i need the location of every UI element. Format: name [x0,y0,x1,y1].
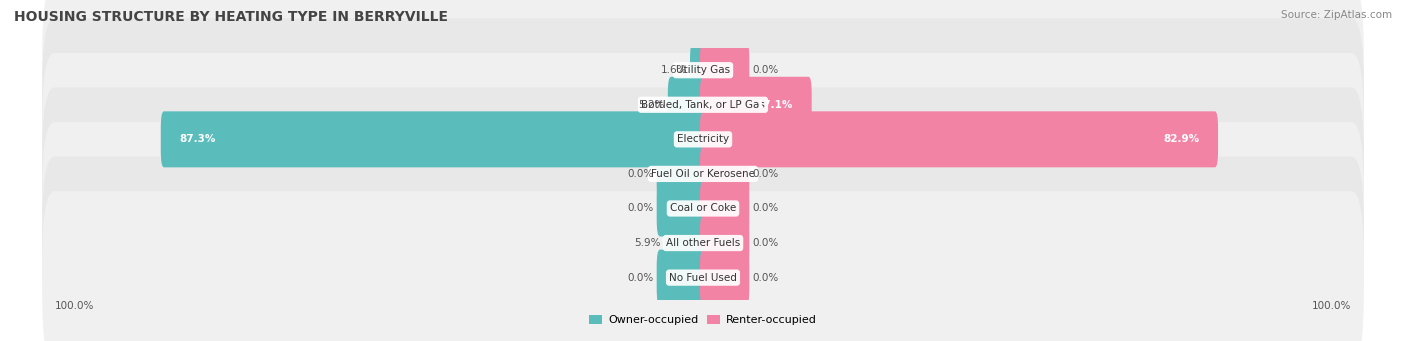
FancyBboxPatch shape [42,157,1364,329]
Legend: Owner-occupied, Renter-occupied: Owner-occupied, Renter-occupied [585,311,821,330]
Text: 0.0%: 0.0% [627,204,654,213]
FancyBboxPatch shape [700,146,749,202]
Text: Coal or Coke: Coal or Coke [669,204,737,213]
FancyBboxPatch shape [664,215,706,271]
FancyBboxPatch shape [42,53,1364,226]
FancyBboxPatch shape [42,88,1364,260]
FancyBboxPatch shape [42,122,1364,295]
Text: 0.0%: 0.0% [752,65,779,75]
FancyBboxPatch shape [690,42,706,98]
Text: 1.6%: 1.6% [661,65,688,75]
Text: Electricity: Electricity [676,134,730,144]
Text: Utility Gas: Utility Gas [676,65,730,75]
Text: 0.0%: 0.0% [627,272,654,283]
FancyBboxPatch shape [160,112,706,167]
FancyBboxPatch shape [657,250,706,306]
Text: 0.0%: 0.0% [627,169,654,179]
FancyBboxPatch shape [42,18,1364,191]
Text: 100.0%: 100.0% [1312,301,1351,311]
FancyBboxPatch shape [700,250,749,306]
FancyBboxPatch shape [657,180,706,236]
FancyBboxPatch shape [700,77,811,133]
FancyBboxPatch shape [42,191,1364,341]
FancyBboxPatch shape [42,0,1364,157]
Text: 0.0%: 0.0% [752,169,779,179]
Text: Fuel Oil or Kerosene: Fuel Oil or Kerosene [651,169,755,179]
Text: 5.2%: 5.2% [638,100,665,110]
FancyBboxPatch shape [668,77,706,133]
Text: 17.1%: 17.1% [756,100,793,110]
FancyBboxPatch shape [700,112,1218,167]
FancyBboxPatch shape [700,215,749,271]
Text: No Fuel Used: No Fuel Used [669,272,737,283]
Text: 87.3%: 87.3% [180,134,215,144]
Text: Source: ZipAtlas.com: Source: ZipAtlas.com [1281,10,1392,20]
Text: 0.0%: 0.0% [752,204,779,213]
Text: HOUSING STRUCTURE BY HEATING TYPE IN BERRYVILLE: HOUSING STRUCTURE BY HEATING TYPE IN BER… [14,10,449,24]
Text: 100.0%: 100.0% [55,301,94,311]
Text: All other Fuels: All other Fuels [666,238,740,248]
Text: Bottled, Tank, or LP Gas: Bottled, Tank, or LP Gas [641,100,765,110]
Text: 82.9%: 82.9% [1163,134,1199,144]
FancyBboxPatch shape [700,180,749,236]
FancyBboxPatch shape [657,146,706,202]
Text: 5.9%: 5.9% [634,238,661,248]
Text: 0.0%: 0.0% [752,238,779,248]
FancyBboxPatch shape [700,42,749,98]
Text: 0.0%: 0.0% [752,272,779,283]
